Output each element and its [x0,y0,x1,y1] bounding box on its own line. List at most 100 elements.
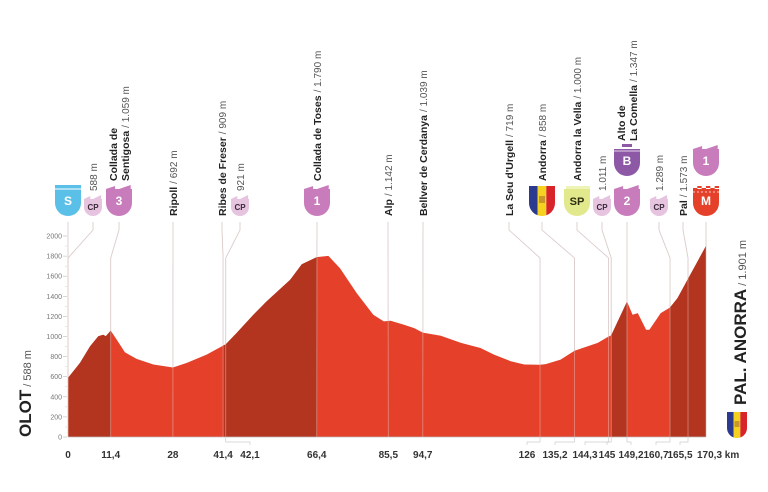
waypoint: 1 Collada de Toses / 1.790 m [304,51,330,216]
leader-lines-over-profile [67,221,707,438]
waypoint: CP 1.011 m [593,156,611,216]
waypoint: CP 921 m [231,163,249,216]
icon-label: SP [570,196,585,208]
waypoint-name: Collada de [108,128,120,181]
waypoint-label: 1.011 m [598,156,609,191]
waypoint-elevation: / 909 m [218,101,229,134]
icon-label: 2 [624,194,631,208]
waypoint-label: 1.289 m [655,155,666,191]
waypoint-name: Alp [383,199,395,216]
x-axis: 0 11,4 28 41,4 42,1 66,4 85,5 94,7 126 135,2 144,3… [65,437,739,461]
icon-label: 1 [703,154,710,168]
climb-segment [68,245,111,437]
y-axis: 0 200 400 600 800 1000 1200 1400 1600 1800 2000 [46,234,67,442]
y-tick-label: 1200 [46,314,62,321]
y-tick-label: 1400 [46,294,62,301]
x-tick-label: 11,4 [101,450,120,461]
x-tick-label: 149,2 [618,450,643,461]
finish-town-name: PAL. ANORRA [731,289,750,405]
waypoint-elevation: / 1.347 m [629,40,640,82]
waypoint-label: Pal / 1.573 m [678,156,690,216]
finish-label: PAL. ANORRA / 1.901 m [731,240,750,405]
waypoint-name: Alto de [616,105,628,141]
icon-label: S [64,194,72,208]
bonus-icon: B [614,144,640,176]
y-tick-label: 600 [50,374,62,381]
icon-label: 1 [314,194,321,208]
andorra-flag-icon [727,412,747,438]
icon-label: CP [234,203,246,212]
waypoint: M1 [693,145,719,216]
icon-label: CP [87,203,99,212]
waypoint-name: Sentigosa [120,131,132,181]
x-tick-label: 145 [599,450,616,461]
waypoint-elevation: / 1.059 m [121,86,132,128]
category-icon: 3 [106,185,132,216]
category-icon: 1 [693,145,719,176]
waypoint: SP Andorra la Vella / 1.000 m [564,57,590,216]
waypoint-elevation: 1.011 m [598,156,609,191]
x-tick-connector [526,437,541,445]
waypoint-label-line: Pal / 1.573 m [678,156,690,216]
y-tick-label: 200 [50,414,62,421]
checkpoint-icon: CP [84,195,102,216]
waypoint-name: Ripoll [168,187,180,216]
waypoint-label-line: Andorra la Vella / 1.000 m [572,57,584,181]
checkpoint-icon: CP [650,195,668,216]
x-tick-label: 126 [519,450,536,461]
x-tick-label: 0 [65,450,71,461]
waypoint-label-line: La Seu d'Urgell / 719 m [504,104,516,216]
icon-label: B [623,154,632,168]
leader-line-over [508,222,541,437]
x-tick-label: 144,3 [572,450,597,461]
x-tick-connector [584,437,609,445]
x-tick-label: 85,5 [379,450,399,461]
waypoint-elevation: 588 m [89,163,100,191]
category-icon: 1 [304,185,330,216]
y-tick-label: 1800 [46,254,62,261]
waypoint-label-line: Alp / 1.142 m [383,154,395,216]
y-tick-label: 800 [50,354,62,361]
start-elevation: / 588 m [22,350,34,387]
checkpoint-icon: CP [231,195,249,216]
icon-label: M [701,194,711,208]
checkpoint-icon: CP [593,195,611,216]
icon-label: 3 [116,194,123,208]
waypoint-elevation: / 858 m [538,104,549,137]
waypoint-label-line: Alto de [616,105,628,141]
waypoint: CP 588 m [84,163,102,216]
waypoint: Andorra / 858 m [529,104,555,216]
waypoint-label-line: Ribes de Freser / 909 m [217,101,229,216]
finish-icon: M [693,186,719,216]
waypoint: 3 Collada de Sentigosa / 1.059 m [106,86,132,216]
sprint-icon: S [55,185,81,216]
x-tick-label: 28 [167,450,179,461]
x-tick-label: 42,1 [240,450,260,461]
y-tick-label: 1000 [46,334,62,341]
waypoint-label-line: Ripoll / 692 m [168,150,180,216]
waypoint-elevation: 1.289 m [655,155,666,191]
waypoint-name: Andorra [537,140,549,181]
waypoint-name: Bellver de Cerdanya [418,115,430,216]
x-tick-connector [655,437,671,445]
waypoint-label-line: Andorra / 858 m [537,104,549,181]
x-tick-connector [626,437,632,445]
waypoints: S CP 588 m 3 Collada de Sentigosa / 1.059 m Rip… [55,40,719,216]
waypoint-label: Andorra la Vella / 1.000 m [572,57,584,181]
x-tick-connector [679,437,689,445]
elevation-profile [68,245,706,437]
leader-line-over [682,222,689,437]
waypoint: 2 B Alto de La Comella / 1.347 m [614,40,640,216]
x-tick-label: 66,4 [307,450,327,461]
x-tick-label: 170,3 km [697,450,739,461]
waypoint: La Seu d'Urgell / 719 m [504,104,516,216]
waypoint-elevation: / 692 m [169,150,180,183]
waypoint: Ribes de Freser / 909 m [217,101,229,216]
x-tick-label: 165,5 [667,450,692,461]
x-tick-label: 94,7 [413,450,433,461]
leader-line-over [225,222,241,437]
waypoint-elevation: / 1.573 m [679,156,690,198]
waypoint-name: Pal [678,200,690,216]
waypoint-label: Collada de Sentigosa / 1.059 m [108,86,132,181]
waypoint-label: Andorra / 858 m [537,104,549,181]
